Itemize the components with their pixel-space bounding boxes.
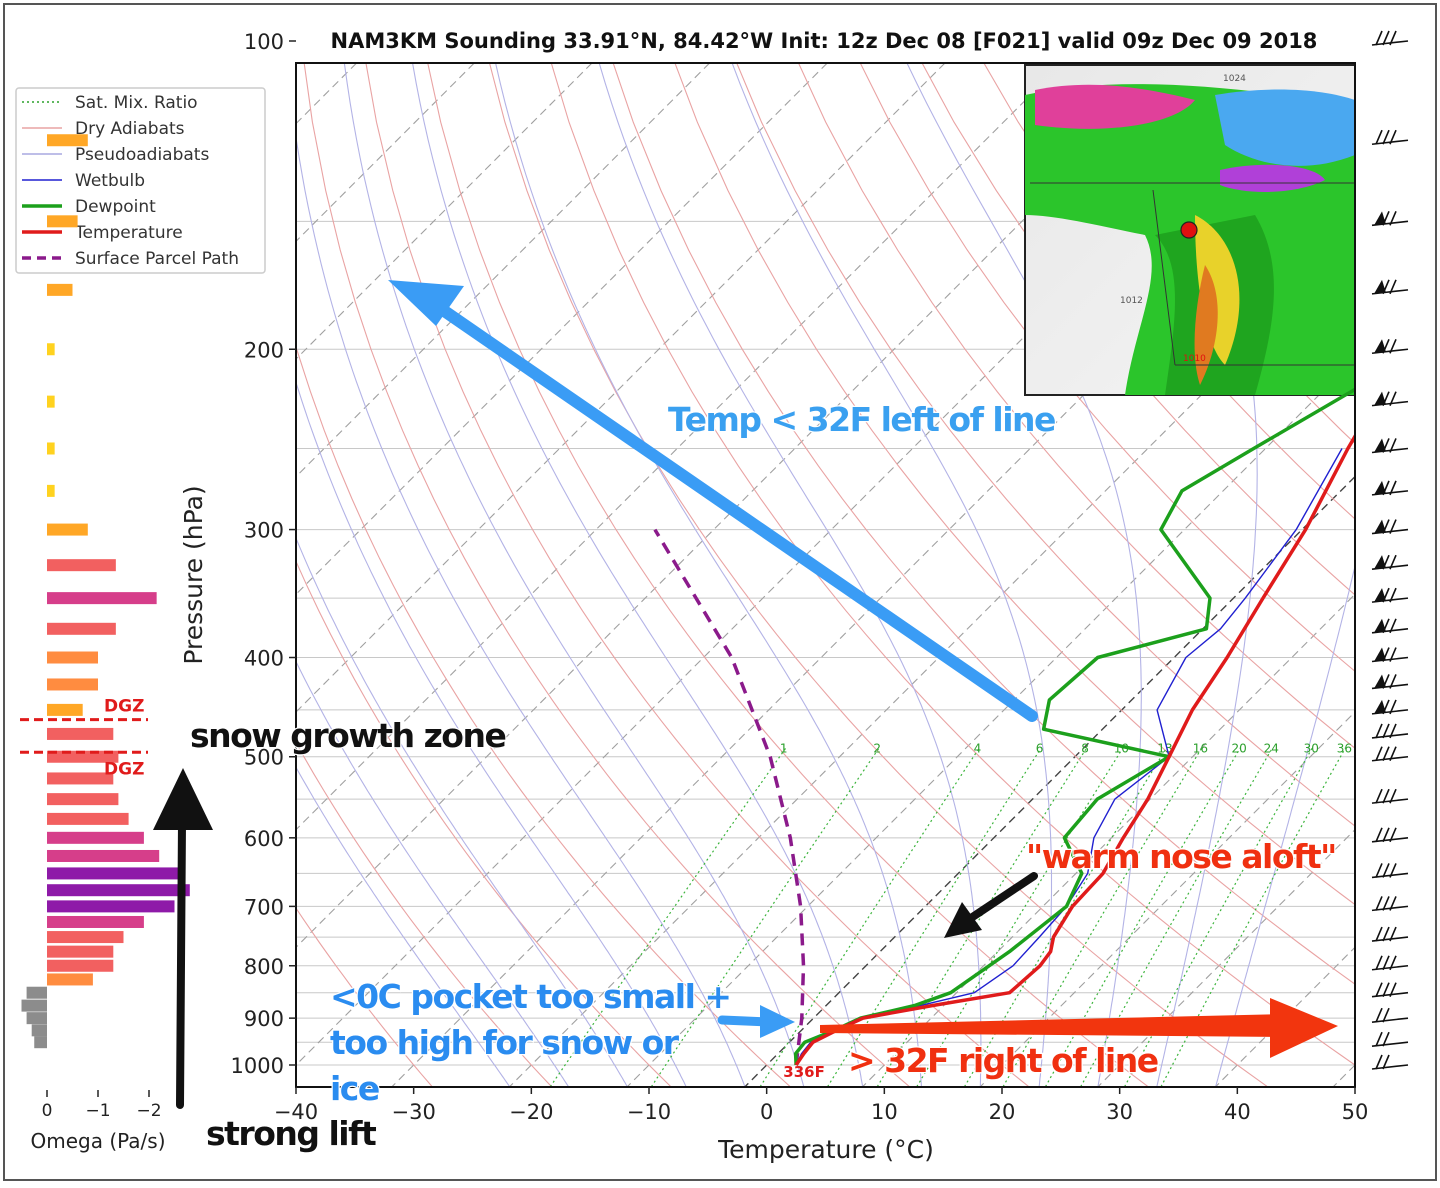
omega-bar (47, 900, 175, 912)
lift-arrow (180, 822, 182, 1105)
mixing-ratio-label: 24 (1264, 742, 1279, 756)
omega-bar (47, 973, 93, 985)
omega-bar (27, 1012, 47, 1024)
omega-bar (47, 623, 116, 635)
inset-radar-map: 1024 1012 1010 (1025, 65, 1355, 395)
above-freezing-annotation: > 32F right of line (848, 1041, 1158, 1080)
omega-bar (47, 592, 157, 604)
legend-label: Pseudoadiabats (75, 145, 209, 165)
omega-bar (47, 728, 113, 740)
omega-bar (47, 867, 185, 879)
y-tick-label: 300 (244, 519, 284, 543)
mixing-ratio-label: 36 (1337, 742, 1352, 756)
x-tick-label: 50 (1342, 1100, 1369, 1124)
omega-axis-label: Omega (Pa/s) (30, 1129, 165, 1153)
chart-title: NAM3KM Sounding 33.91°N, 84.42°W Init: 1… (331, 29, 1318, 53)
omega-bar (47, 960, 113, 972)
freezing-line-annotation: Temp < 32F left of line (668, 400, 1055, 439)
omega-bar (47, 884, 190, 896)
mixing-ratio-label: 8 (1081, 742, 1089, 756)
y-axis-label: Pressure (hPa) (179, 485, 208, 664)
omega-bar (47, 704, 83, 716)
omega-bar (47, 931, 124, 943)
y-tick-label: 400 (244, 647, 284, 671)
strong-lift-annotation: strong lift (206, 1114, 377, 1153)
omega-bar (47, 678, 98, 690)
dgz-label: DGZ (104, 759, 144, 779)
x-tick-label: 30 (1106, 1100, 1133, 1124)
y-tick-label: 900 (244, 1007, 284, 1031)
y-tick-label: 700 (244, 895, 284, 919)
dgz-label: DGZ (104, 697, 144, 717)
legend: Sat. Mix. Ratio Dry Adiabats Pseudoadiabat… (16, 88, 265, 273)
y-tick-label: 1000 (231, 1054, 284, 1078)
omega-bar (32, 1024, 47, 1036)
omega-tick-label: −1 (85, 1101, 110, 1121)
legend-label: Sat. Mix. Ratio (75, 93, 198, 113)
station-marker (1181, 222, 1197, 238)
omega-bar (47, 559, 116, 571)
legend-label: Surface Parcel Path (75, 249, 239, 269)
mixing-ratio-label: 30 (1304, 742, 1319, 756)
inset-pressure-label: 1012 (1120, 296, 1143, 306)
inset-pressure-label: 1024 (1223, 74, 1246, 84)
y-tick-label: 800 (244, 955, 284, 979)
mixing-ratio-label: 16 (1193, 742, 1208, 756)
mixing-ratio-label: 4 (974, 742, 982, 756)
mixing-ratio-label: 6 (1036, 742, 1044, 756)
omega-bar (27, 987, 47, 999)
omega-bar (47, 485, 55, 497)
omega-bar (47, 793, 118, 805)
x-tick-label: 20 (989, 1100, 1016, 1124)
omega-bar (47, 850, 159, 862)
y-tick-label: 600 (244, 827, 284, 851)
omega-bar (47, 813, 129, 825)
legend-label: Wetbulb (75, 171, 145, 191)
omega-bar (47, 134, 88, 146)
mixing-ratio-label: 1 (780, 742, 788, 756)
omega-tick-label: 0 (42, 1101, 53, 1121)
omega-bar (47, 442, 55, 454)
omega-bar (47, 284, 73, 296)
mixing-ratio-label: 20 (1231, 742, 1246, 756)
mixing-ratio-label: 2 (873, 742, 881, 756)
x-tick-label: 40 (1224, 1100, 1251, 1124)
omega-bar (47, 396, 55, 408)
x-tick-label: −10 (627, 1100, 671, 1124)
omega-bar (22, 1000, 48, 1012)
legend-label: Temperature (74, 223, 183, 243)
legend-label: Dewpoint (75, 197, 156, 217)
x-tick-label: 0 (760, 1100, 773, 1124)
omega-bar (47, 652, 98, 664)
x-tick-label: 10 (871, 1100, 898, 1124)
legend-label: Dry Adiabats (75, 119, 185, 139)
inset-pressure-label: 1010 (1183, 354, 1206, 364)
y-tick-label: 100 (244, 30, 284, 54)
omega-bar (47, 832, 144, 844)
y-tick-label: 200 (244, 338, 284, 362)
snow-growth-annotation: snow growth zone (190, 716, 505, 755)
x-tick-label: −20 (509, 1100, 553, 1124)
omega-bar (47, 916, 144, 928)
omega-tick-label: −2 (136, 1101, 161, 1121)
omega-bar (47, 524, 88, 536)
omega-bar (47, 946, 113, 958)
x-axis-label: Temperature (°C) (717, 1135, 934, 1164)
omega-bar (47, 215, 78, 227)
omega-bar (34, 1036, 47, 1048)
warm-nose-annotation: "warm nose aloft" (1026, 837, 1336, 876)
surface-temp-label: 336F (783, 1063, 825, 1081)
omega-bar (47, 343, 55, 355)
x-tick-label: −30 (392, 1100, 436, 1124)
